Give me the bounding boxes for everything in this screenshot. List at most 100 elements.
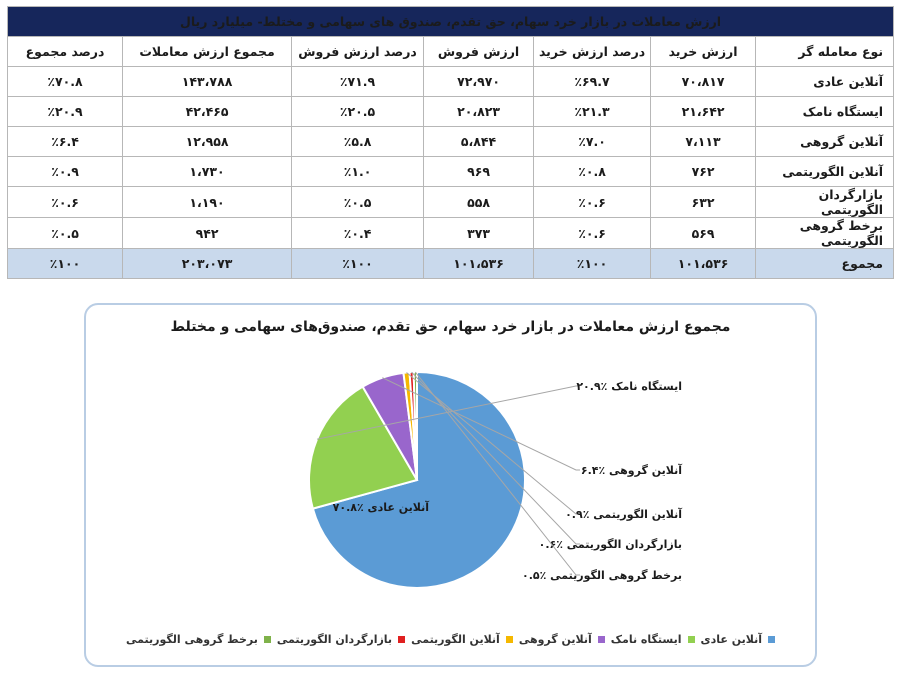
cell-buy-percent: ٪۱۰۰	[533, 248, 652, 279]
cell-sell-percent: ٪۰.۵	[291, 186, 425, 218]
legend-item-2: ایستگاه نامک	[611, 633, 695, 646]
leader-line-4	[406, 372, 580, 515]
cell-sell-percent: ٪۵.۸	[291, 126, 425, 157]
cell-buy-value: ۵۶۹	[650, 217, 757, 249]
legend-item-5: بازارگردان الگوریتمی	[276, 633, 406, 646]
cell-sell-value: ۵۵۸	[423, 186, 535, 218]
cell-trader-type: بازارگردان الگوریتمی	[755, 186, 895, 218]
column-header-buy-value: ارزش خرید	[650, 36, 757, 67]
table-row: برخط گروهی الگوریتمی ۵۶۹ ٪۰.۶ ۳۷۳ ٪۰.۴ ۹۴۲ ٪۰.…	[6, 217, 895, 249]
legend-label: آنلاین الگوریتمی	[411, 633, 500, 646]
data-label-2: ایستگاه نامک ٪۲۰.۹	[576, 380, 682, 393]
cell-buy-value: ۱۰۱،۵۳۶	[650, 248, 757, 279]
legend-swatch	[768, 636, 775, 643]
cell-buy-value: ۷۰،۸۱۷	[650, 66, 757, 97]
table-row: بازارگردان الگوریتمی ۶۳۲ ٪۰.۶ ۵۵۸ ٪۰.۵ ۱،۱۹۰ ٪…	[6, 186, 895, 218]
cell-buy-percent: ٪۰.۸	[533, 156, 652, 187]
cell-total-value: ۲۰۳،۰۷۳	[122, 248, 293, 279]
cell-trader-type: برخط گروهی الگوریتمی	[755, 217, 895, 249]
cell-sell-value: ۳۷۳	[423, 217, 535, 249]
cell-trader-type: آنلاین الگوریتمی	[755, 156, 895, 187]
cell-buy-percent: ٪۲۱.۳	[533, 96, 652, 127]
cell-sell-percent: ٪۱.۰	[291, 156, 425, 187]
chart-legend: آنلاین عادی ایستگاه نامک آنلاین گروهی آنلای…	[126, 633, 775, 646]
legend-swatch	[263, 636, 271, 643]
cell-buy-percent: ٪۶۹.۷	[533, 66, 652, 97]
table-body: آنلاین عادی ۷۰،۸۱۷ ٪۶۹.۷ ۷۲،۹۷۰ ٪۷۱.۹ ۱۴۳،۷۸۸…	[6, 66, 895, 279]
trades-table-wrapper: ارزش معاملات در بازار خرد سهام، حق تقدم،…	[6, 6, 895, 279]
leader-line-6	[414, 371, 580, 576]
cell-sell-percent: ٪۱۰۰	[291, 248, 425, 279]
cell-buy-percent: ٪۷.۰	[533, 126, 652, 157]
cell-buy-percent: ٪۰.۶	[533, 217, 652, 249]
cell-buy-percent: ٪۰.۶	[533, 186, 652, 218]
data-label-5: بازارگردان الگوریتمی ٪۰.۶	[539, 538, 682, 551]
cell-total-value: ۱،۷۳۰	[122, 156, 293, 187]
table-header-row: نوع معامله گر ارزش خرید درصد ارزش خرید ارزش…	[6, 36, 895, 67]
cell-total-percent: ٪۶.۴	[6, 126, 124, 157]
trades-table: ارزش معاملات در بازار خرد سهام، حق تقدم،…	[6, 6, 895, 279]
total-row: مجموع ۱۰۱،۵۳۶ ٪۱۰۰ ۱۰۱،۵۳۶ ٪۱۰۰ ۲۰۳،۰۷۳ ٪۱۰۰	[6, 248, 895, 279]
pie-slice-1	[311, 370, 526, 589]
legend-item-6: برخط گروهی الگوریتمی	[126, 633, 271, 646]
table-title: ارزش معاملات در بازار خرد سهام، حق تقدم،…	[6, 6, 895, 37]
data-label-6: برخط گروهی الگوریتمی ٪۰.۵	[522, 569, 682, 582]
cell-sell-percent: ٪۷۱.۹	[291, 66, 425, 97]
data-label-3: آنلاین گروهی ٪۶.۴	[581, 463, 682, 477]
cell-total-percent: ٪۰.۶	[6, 186, 124, 218]
cell-total-value: ۹۴۲	[122, 217, 293, 249]
cell-trader-type: مجموع	[755, 248, 895, 279]
table-row: ایستگاه نامک ۲۱،۶۴۲ ٪۲۱.۳ ۲۰،۸۲۳ ٪۲۰.۵ ۴۲،۴۶۵…	[6, 96, 895, 127]
cell-total-value: ۱۲،۹۵۸	[122, 126, 293, 157]
table-row: آنلاین الگوریتمی ۷۶۲ ٪۰.۸ ۹۶۹ ٪۱.۰ ۱،۷۳۰ ٪۰.۹	[6, 156, 895, 187]
column-header-sell-percent: درصد ارزش فروش	[291, 36, 425, 67]
cell-buy-value: ۷۶۲	[650, 156, 757, 187]
legend-label: ایستگاه نامک	[610, 633, 682, 646]
cell-sell-percent: ٪۲۰.۵	[291, 96, 425, 127]
cell-buy-value: ۶۳۲	[650, 186, 757, 218]
cell-total-percent: ٪۰.۵	[6, 217, 124, 249]
cell-total-percent: ٪۷۰.۸	[6, 66, 124, 97]
column-header-buy-percent: درصد ارزش خرید	[533, 36, 652, 67]
chart-title: مجموع ارزش معاملات در بازار خرد سهام، حق…	[170, 319, 731, 335]
column-header-sell-value: ارزش فروش	[423, 36, 535, 67]
table-row: آنلاین گروهی ۷،۱۱۳ ٪۷.۰ ۵،۸۴۴ ٪۵.۸ ۱۲،۹۵۸ ٪۶.۴	[6, 126, 895, 157]
legend-swatch	[597, 636, 605, 643]
cell-sell-value: ۷۲،۹۷۰	[423, 66, 535, 97]
column-header-total-value: مجموع ارزش معاملات	[122, 36, 293, 67]
leader-line-2	[316, 385, 580, 440]
data-label-4: آنلاین الگوریتمی ٪۰.۹	[565, 507, 682, 521]
cell-total-value: ۱،۱۹۰	[122, 186, 293, 218]
legend-label: آنلاین گروهی	[518, 633, 592, 646]
cell-trader-type: آنلاین گروهی	[755, 126, 895, 157]
cell-sell-value: ۱۰۱،۵۳۶	[423, 248, 535, 279]
cell-total-percent: ٪۱۰۰	[6, 248, 124, 279]
column-header-trader-type: نوع معامله گر	[755, 36, 895, 67]
cell-trader-type: آنلاین عادی	[755, 66, 895, 97]
table-row: آنلاین عادی ۷۰،۸۱۷ ٪۶۹.۷ ۷۲،۹۷۰ ٪۷۱.۹ ۱۴۳،۷۸۸…	[6, 66, 895, 97]
legend-swatch	[687, 636, 695, 643]
cell-trader-type: ایستگاه نامک	[755, 96, 895, 127]
legend-label: بازارگردان الگوریتمی	[276, 633, 393, 646]
column-header-total-percent: درصد مجموع	[6, 36, 124, 67]
cell-total-value: ۴۲،۴۶۵	[122, 96, 293, 127]
cell-total-value: ۱۴۳،۷۸۸	[122, 66, 293, 97]
data-label-1: آنلاین عادی ٪۷۰.۸	[333, 500, 430, 514]
pie-chart-card: مجموع ارزش معاملات در بازار خرد سهام، حق…	[84, 303, 817, 667]
legend-label: آنلاین عادی	[700, 633, 762, 646]
cell-buy-value: ۷،۱۱۳	[650, 126, 757, 157]
pie-chart: آنلاین عادی ٪۷۰.۸ ایستگاه نامک ٪۲۰.۹ آنلای…	[308, 370, 682, 589]
legend-label: برخط گروهی الگوریتمی	[126, 633, 258, 646]
cell-sell-value: ۹۶۹	[423, 156, 535, 187]
cell-sell-value: ۵،۸۴۴	[423, 126, 535, 157]
legend-item-3: آنلاین گروهی	[519, 633, 605, 646]
leader-line-5	[411, 371, 580, 545]
cell-sell-value: ۲۰،۸۲۳	[423, 96, 535, 127]
cell-total-percent: ٪۰.۹	[6, 156, 124, 187]
cell-total-percent: ٪۲۰.۹	[6, 96, 124, 127]
legend-item-4: آنلاین الگوریتمی	[411, 633, 513, 646]
cell-buy-value: ۲۱،۶۴۲	[650, 96, 757, 127]
legend-swatch	[505, 636, 513, 643]
legend-swatch	[398, 636, 406, 643]
legend-item-1: آنلاین عادی	[701, 633, 775, 646]
